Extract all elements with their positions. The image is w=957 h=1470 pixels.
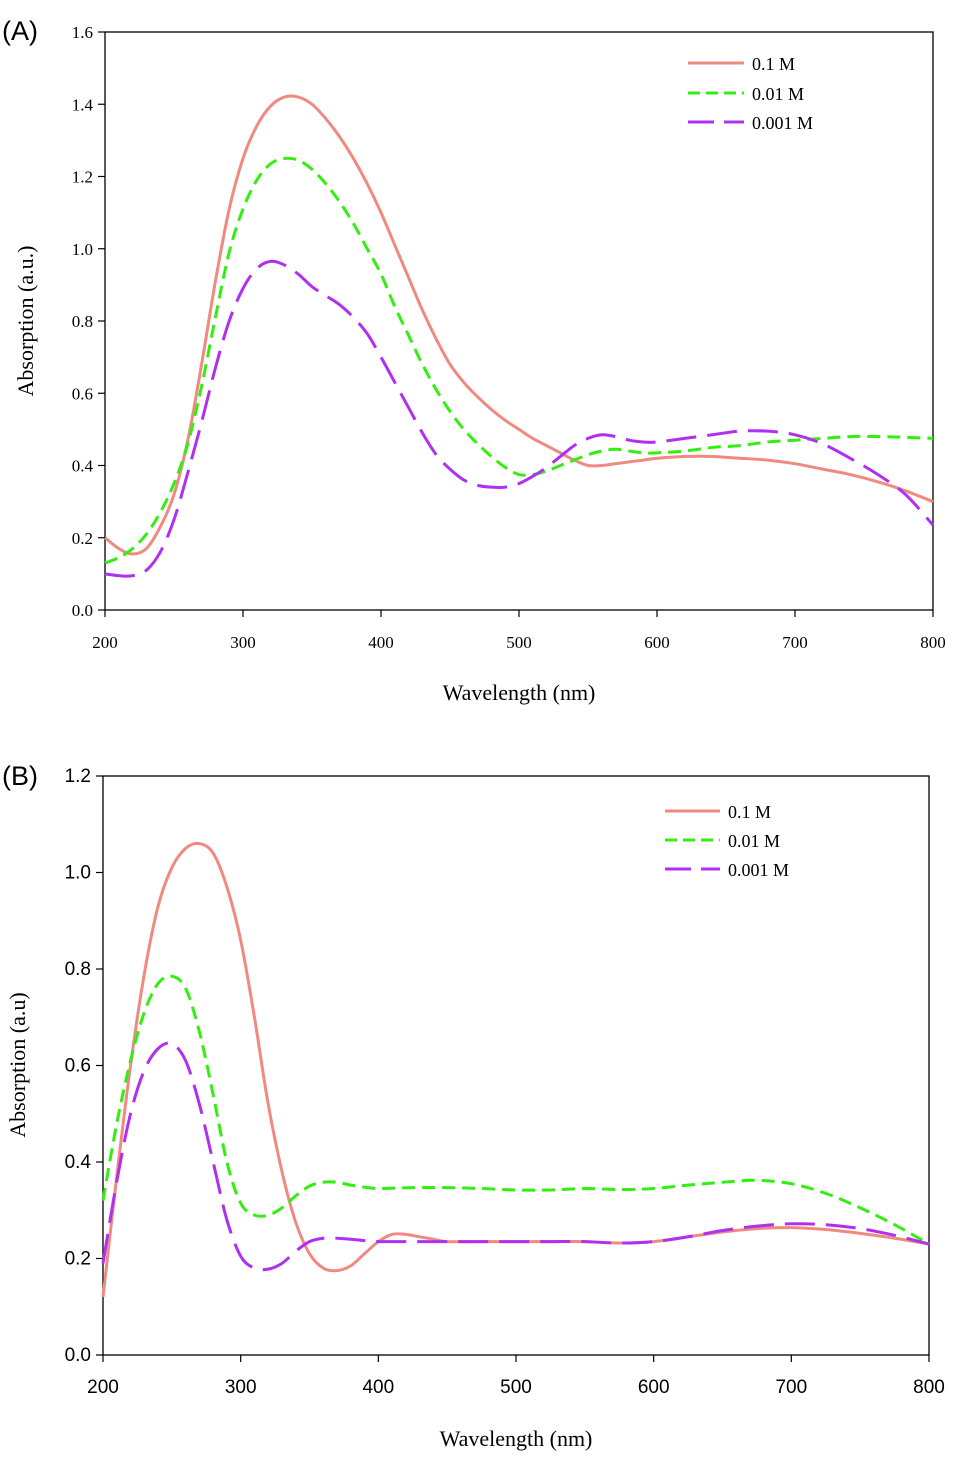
b-series-line-0.001M — [101, 1041, 930, 1272]
a-y-tick-label: 1.2 — [72, 168, 93, 187]
panel-a-label: (A) — [2, 16, 38, 46]
b-series-line-0.01M — [101, 974, 930, 1246]
panel-b-legend-label-0.001M: 0.001 M — [728, 860, 789, 880]
b-x-tick-label: 700 — [775, 1377, 807, 1398]
panel-b-plot-frame — [102, 775, 930, 1356]
a-y-tick-label: 0.0 — [72, 601, 93, 620]
panel-b-x-axis-title: Wavelength (nm) — [440, 1426, 593, 1451]
panel-b-series — [101, 841, 930, 1298]
a-y-tick-label: 1.4 — [72, 95, 94, 114]
panel-b-legend-label-0.1M: 0.1 M — [728, 802, 771, 822]
panel-b-y-axis-title: Absorption (a.u) — [5, 992, 30, 1137]
b-y-tick-label: 0.4 — [65, 1152, 92, 1173]
panel-a-series — [104, 94, 935, 578]
panel-a-legend-label-0.001M: 0.001 M — [752, 113, 813, 133]
a-y-tick-label: 0.2 — [72, 529, 93, 548]
panel-b-y-axis: 0.0 0.2 0.4 0.6 0.8 1.0 1.2 — [65, 766, 103, 1366]
b-x-tick-label: 200 — [87, 1377, 119, 1398]
b-y-tick-label: 0.0 — [65, 1345, 91, 1366]
b-x-tick-label: 500 — [500, 1377, 532, 1398]
panel-a-y-axis-title: Absorption (a.u.) — [13, 246, 38, 397]
panel-a-legend-label-0.1M: 0.1 M — [752, 54, 795, 74]
a-series-line-0.001M — [104, 259, 935, 578]
panel-b-legend: 0.1 M 0.01 M 0.001 M — [665, 802, 789, 880]
a-series-line-0.01M — [104, 156, 934, 565]
b-x-tick-label: 400 — [362, 1377, 394, 1398]
a-y-tick-label: 1.0 — [72, 240, 93, 259]
panel-b-legend-label-0.01M: 0.01 M — [728, 831, 780, 851]
b-x-tick-label: 800 — [913, 1377, 945, 1398]
panel-a-legend-label-0.01M: 0.01 M — [752, 84, 804, 104]
panel-b-x-axis: 200 300 400 500 600 700 800 — [87, 1355, 945, 1398]
a-x-tick-label: 700 — [782, 633, 808, 652]
a-x-tick-label: 600 — [644, 633, 670, 652]
panel-b-label: (B) — [2, 761, 38, 791]
b-x-tick-label: 300 — [225, 1377, 257, 1398]
b-y-tick-label: 0.6 — [65, 1056, 91, 1077]
panel-a-x-axis-title: Wavelength (nm) — [443, 680, 596, 705]
a-x-tick-label: 300 — [230, 633, 256, 652]
b-series-line-0.1M — [101, 841, 930, 1298]
a-x-tick-label: 400 — [368, 633, 394, 652]
b-y-tick-label: 1.2 — [65, 766, 91, 787]
a-y-tick-label: 0.4 — [72, 457, 94, 476]
b-y-tick-label: 1.0 — [65, 863, 91, 884]
a-x-tick-label: 500 — [506, 633, 532, 652]
b-y-tick-label: 0.2 — [65, 1249, 91, 1270]
a-y-tick-label: 0.6 — [72, 384, 93, 403]
a-x-tick-label: 200 — [92, 633, 118, 652]
panel-a: (A) 0.0 0.2 0.4 0.6 0.8 1.0 1.2 1.4 1.6 200 300 40… — [2, 16, 946, 705]
panel-a-x-axis: 200 300 400 500 600 700 800 — [92, 610, 946, 652]
a-y-tick-label: 1.6 — [72, 23, 93, 42]
a-x-tick-label: 800 — [920, 633, 946, 652]
b-x-tick-label: 600 — [638, 1377, 670, 1398]
b-y-tick-label: 0.8 — [65, 959, 91, 980]
panel-b: (B) 0.0 0.2 0.4 0.6 0.8 1.0 1.2 200 300 400 500 60… — [2, 761, 945, 1451]
a-series-line-0.1M — [104, 94, 934, 556]
a-y-tick-label: 0.8 — [72, 312, 93, 331]
panel-a-y-axis: 0.0 0.2 0.4 0.6 0.8 1.0 1.2 1.4 1.6 — [72, 23, 105, 620]
panel-a-legend: 0.1 M 0.01 M 0.001 M — [688, 54, 813, 133]
